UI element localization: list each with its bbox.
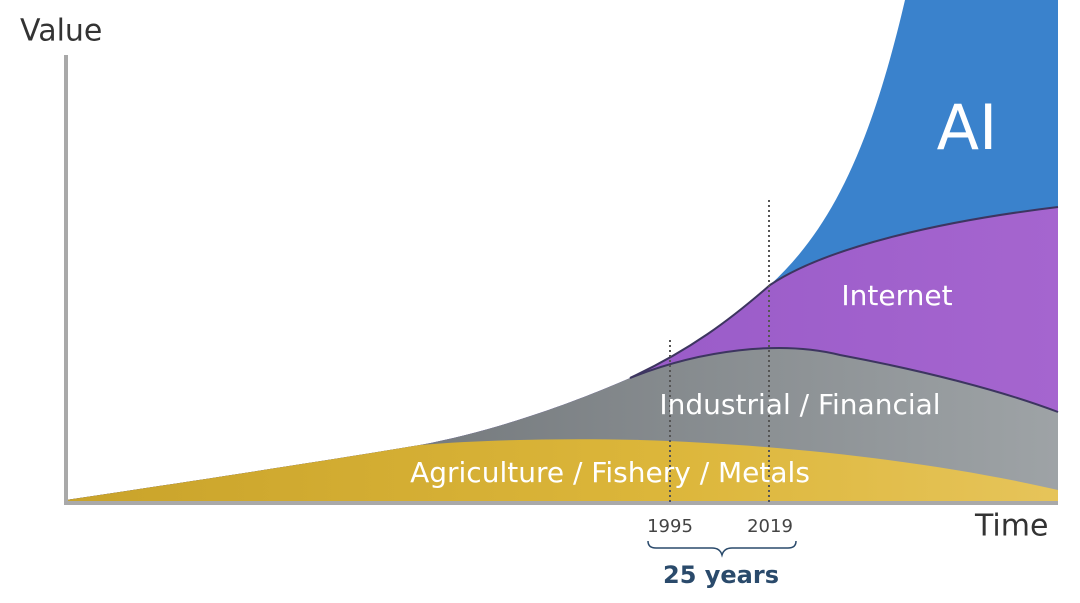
- layer-label: Internet: [841, 279, 952, 312]
- boundary: [629, 206, 1059, 379]
- span-label: 25 years: [663, 561, 779, 589]
- start-year: 1995: [647, 516, 693, 537]
- layer-label: AI: [937, 91, 998, 164]
- layer-label: Industrial / Financial: [659, 388, 940, 421]
- boundary: [629, 347, 1059, 413]
- end-year: 2019: [747, 516, 793, 537]
- agriculture-area: [66, 439, 1058, 503]
- brace: [647, 540, 797, 558]
- y-axis-label: Value: [20, 14, 102, 49]
- layer-label: Agriculture / Fishery / Metals: [410, 456, 810, 489]
- x-axis-label: Time: [974, 509, 1048, 544]
